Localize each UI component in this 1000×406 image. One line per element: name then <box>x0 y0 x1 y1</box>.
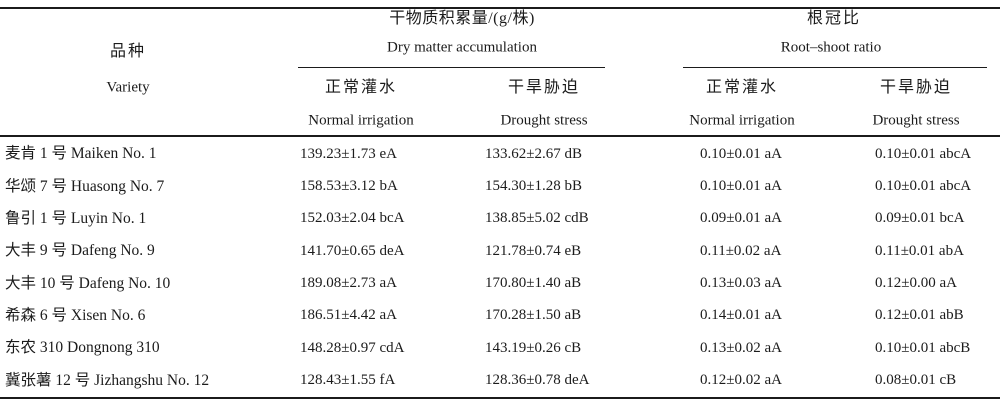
table-row: 大丰 9 号 Dafeng No. 9 141.70±0.65 deA 121.… <box>0 235 1000 267</box>
rs-drought-value: 0.10±0.01 abcA <box>875 145 972 162</box>
rs-normal-value: 0.09±0.01 aA <box>700 210 782 227</box>
variety-cell: 冀张薯 12 号 Jizhangshu No. 12 <box>5 371 210 389</box>
dry-matter-group-header-en: Dry matter accumulation <box>387 39 537 56</box>
rs-normal-value: 0.10±0.01 aA <box>700 145 782 162</box>
table-row: 东农 310 Dongnong 310 148.28±0.97 cdA 143.… <box>0 332 1000 364</box>
table-top-border <box>0 7 1000 9</box>
root-shoot-group-header-zh: 根冠比 <box>806 10 862 27</box>
rs-normal-value: 0.14±0.01 aA <box>700 307 782 324</box>
rs-drought-value: 0.08±0.01 cB <box>875 372 957 389</box>
table-row: 冀张薯 12 号 Jizhangshu No. 12 128.43±1.55 f… <box>0 364 1000 396</box>
table-body: 麦肯 1 号 Maiken No. 1 139.23±1.73 eA 133.6… <box>0 138 1000 397</box>
dm-drought-value: 154.30±1.28 bB <box>485 178 582 195</box>
dm-drought-value: 121.78±0.74 eB <box>485 242 582 259</box>
dm-normal-value: 139.23±1.73 eA <box>300 145 397 162</box>
rs-drought-value: 0.10±0.01 abcB <box>875 339 971 356</box>
rs-normal-subheader-en: Normal irrigation <box>689 112 795 129</box>
dm-normal-value: 152.03±2.04 bcA <box>300 210 405 227</box>
root-shoot-spanner-rule <box>683 67 987 68</box>
table-bottom-border <box>0 397 1000 399</box>
root-shoot-group-header-en: Root–shoot ratio <box>780 39 882 56</box>
dm-drought-value: 138.85±5.02 cdB <box>485 210 589 227</box>
table-row: 大丰 10 号 Dafeng No. 10 189.08±2.73 aA 170… <box>0 267 1000 299</box>
dm-normal-value: 141.70±0.65 deA <box>300 242 405 259</box>
table-row: 希森 6 号 Xisen No. 6 186.51±4.42 aA 170.28… <box>0 300 1000 332</box>
dm-normal-value: 186.51±4.42 aA <box>300 307 397 324</box>
dm-normal-value: 128.43±1.55 fA <box>300 372 396 389</box>
variety-cell: 希森 6 号 Xisen No. 6 <box>5 307 146 325</box>
rs-drought-value: 0.09±0.01 bcA <box>875 210 965 227</box>
dm-normal-value: 148.28±0.97 cdA <box>300 339 405 356</box>
table-row: 华颂 7 号 Huasong No. 7 158.53±3.12 bA 154.… <box>0 170 1000 202</box>
variety-cell: 东农 310 Dongnong 310 <box>5 339 160 357</box>
variety-cell: 大丰 9 号 Dafeng No. 9 <box>5 242 155 260</box>
rs-normal-value: 0.12±0.02 aA <box>700 372 782 389</box>
rs-drought-value: 0.12±0.00 aA <box>875 275 957 292</box>
rs-normal-value: 0.13±0.02 aA <box>700 339 782 356</box>
variety-cell: 大丰 10 号 Dafeng No. 10 <box>5 274 171 292</box>
table-row: 鲁引 1 号 Luyin No. 1 152.03±2.04 bcA 138.8… <box>0 203 1000 235</box>
dm-normal-value: 189.08±2.73 aA <box>300 275 397 292</box>
variety-cell: 华颂 7 号 Huasong No. 7 <box>5 177 165 195</box>
variety-header-en: Variety <box>106 79 150 96</box>
variety-cell: 鲁引 1 号 Luyin No. 1 <box>5 210 147 228</box>
rs-drought-subheader-en: Drought stress <box>872 112 960 129</box>
dm-drought-value: 128.36±0.78 deA <box>485 372 590 389</box>
rs-normal-value: 0.11±0.02 aA <box>700 242 782 259</box>
dm-normal-value: 158.53±3.12 bA <box>300 178 398 195</box>
dm-drought-value: 133.62±2.67 dB <box>485 145 582 162</box>
dry-matter-group-header-zh: 干物质积累量/(g/株) <box>389 10 535 27</box>
rs-normal-value: 0.13±0.03 aA <box>700 275 782 292</box>
dm-drought-value: 143.19±0.26 cB <box>485 339 582 356</box>
dm-drought-value: 170.80±1.40 aB <box>485 275 582 292</box>
dry-matter-spanner-rule <box>298 67 605 68</box>
rs-normal-subheader-zh: 正常灌水 <box>705 79 779 96</box>
dm-drought-subheader-en: Drought stress <box>500 112 588 129</box>
rs-drought-value: 0.11±0.01 abA <box>875 242 964 259</box>
rs-drought-value: 0.10±0.01 abcA <box>875 178 972 195</box>
dm-normal-subheader-zh: 正常灌水 <box>324 79 398 96</box>
rs-normal-value: 0.10±0.01 aA <box>700 178 782 195</box>
dm-drought-value: 170.28±1.50 aB <box>485 307 582 324</box>
dm-drought-subheader-zh: 干旱胁迫 <box>507 79 581 96</box>
header-bottom-rule <box>0 135 1000 137</box>
rs-drought-subheader-zh: 干旱胁迫 <box>879 79 953 96</box>
dm-normal-subheader-en: Normal irrigation <box>308 112 414 129</box>
variety-header-zh: 品种 <box>109 43 147 60</box>
table-row: 麦肯 1 号 Maiken No. 1 139.23±1.73 eA 133.6… <box>0 138 1000 170</box>
rs-drought-value: 0.12±0.01 abB <box>875 307 964 324</box>
variety-cell: 麦肯 1 号 Maiken No. 1 <box>5 145 157 163</box>
